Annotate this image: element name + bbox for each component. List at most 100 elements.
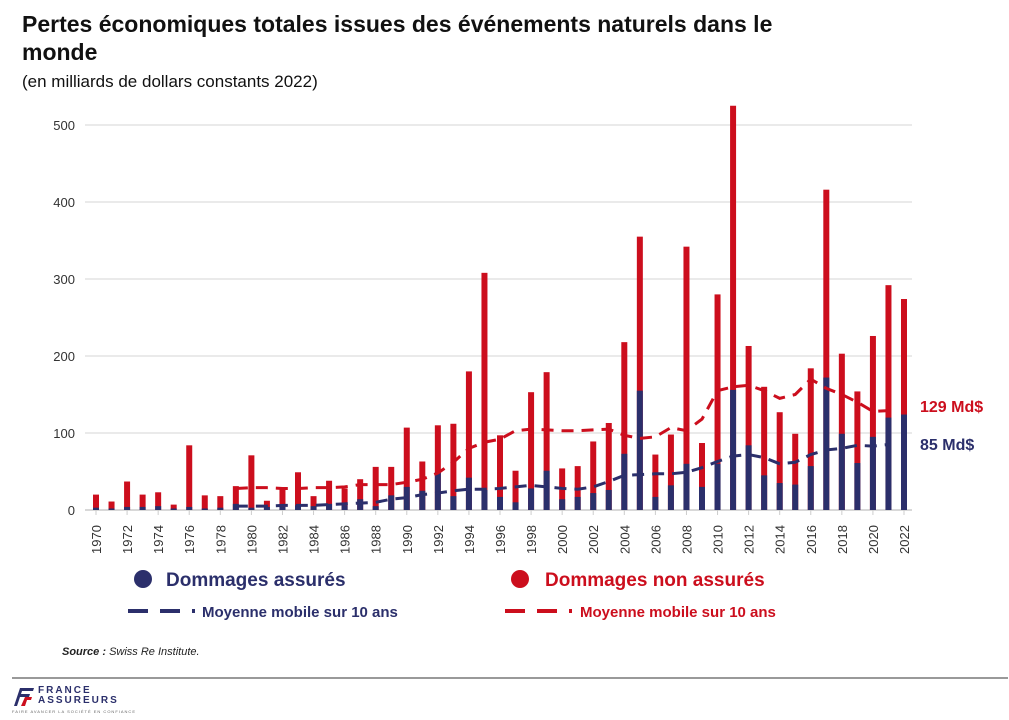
- bar-insured: [93, 507, 99, 510]
- bar-insured: [574, 496, 581, 510]
- x-tick-label: 1990: [400, 525, 415, 554]
- bar-uninsured: [186, 445, 193, 510]
- bar-insured: [667, 485, 674, 510]
- bar-insured: [854, 463, 861, 510]
- bar-insured: [869, 436, 876, 510]
- bar-uninsured: [497, 435, 503, 510]
- x-tick-label: 1978: [213, 525, 228, 554]
- x-tick-label: 2006: [648, 525, 663, 554]
- bar-insured: [761, 475, 768, 510]
- x-tick-label: 1996: [493, 525, 508, 554]
- bar-insured: [699, 486, 705, 510]
- bar-uninsured: [279, 487, 286, 510]
- bar-uninsured: [901, 299, 907, 510]
- bar-insured: [450, 496, 457, 510]
- bar-uninsured: [465, 371, 472, 510]
- bar-uninsured: [652, 454, 659, 510]
- x-tick-label: 1998: [524, 525, 539, 554]
- bar-insured: [590, 493, 597, 510]
- bar-insured: [248, 507, 255, 510]
- y-tick-label: 200: [53, 349, 75, 364]
- y-tick-label: 100: [53, 426, 75, 441]
- bar-insured: [683, 463, 690, 510]
- bar-insured: [636, 390, 643, 510]
- bar-uninsured: [745, 345, 752, 510]
- bar-insured: [341, 505, 348, 510]
- bar-insured: [434, 472, 441, 510]
- bar-insured: [419, 490, 426, 510]
- bar-insured: [465, 477, 472, 510]
- bar-uninsured: [155, 492, 162, 510]
- bar-uninsured: [124, 481, 131, 510]
- logo-text: FRANCE ASSUREURS: [38, 685, 119, 706]
- legend-insured-dot: [134, 570, 152, 588]
- bar-insured: [124, 506, 131, 510]
- legend-uninsured-label: Dommages non assurés: [545, 570, 765, 591]
- bar-uninsured: [683, 246, 690, 510]
- bar-insured: [201, 508, 208, 510]
- x-tick-label: 1988: [369, 525, 384, 554]
- bar-insured: [279, 506, 286, 510]
- chart: 0 100 200 300 400 500 1970 1972 1974 1976 1978 1980…: [53, 105, 983, 621]
- x-tick-label: 1980: [244, 525, 259, 554]
- bar-uninsured: [341, 488, 348, 510]
- bar-insured: [885, 417, 892, 510]
- bar-uninsured: [885, 285, 892, 510]
- x-tick-label: 2012: [742, 525, 757, 554]
- bar-uninsured: [621, 342, 628, 510]
- bar-insured: [792, 484, 799, 510]
- bar-uninsured: [528, 392, 535, 510]
- france-assureurs-logo: FRANCE ASSUREURS FAIRE AVANCER LA SOCIÉTÉ…: [12, 685, 135, 716]
- source-note: Source : Swiss Re Institute.: [62, 646, 200, 658]
- bar-uninsured: [419, 461, 426, 510]
- bar-uninsured: [93, 494, 99, 510]
- bar-insured: [186, 506, 193, 510]
- x-tick-label: 1982: [275, 525, 290, 554]
- logo-tagline: FAIRE AVANCER LA SOCIÉTÉ EN CONFIANCE: [12, 709, 136, 714]
- bar-uninsured: [481, 272, 488, 510]
- bar-uninsured: [201, 495, 208, 510]
- x-tick-label: 1994: [462, 525, 477, 554]
- bar-insured: [652, 496, 659, 510]
- legend-uninsured-dot: [511, 570, 529, 588]
- end-label-insured: 85 Md$: [920, 437, 974, 454]
- moving-average-uninsured-line: [235, 377, 889, 490]
- bar-insured: [388, 495, 395, 510]
- bar-uninsured: [776, 412, 783, 510]
- bar-uninsured: [667, 434, 674, 510]
- moving-average-insured-line: [235, 443, 889, 508]
- bar-uninsured: [357, 479, 364, 510]
- y-tick-label: 500: [53, 118, 75, 133]
- bar-uninsured: [807, 368, 814, 510]
- bar-uninsured: [590, 441, 597, 510]
- bar-insured: [714, 463, 721, 510]
- x-tick-label: 2000: [555, 525, 570, 554]
- x-tick-label: 2018: [835, 525, 850, 554]
- bar-insured: [838, 433, 845, 510]
- x-tick-label: 2008: [679, 525, 694, 554]
- bar-insured: [217, 507, 224, 510]
- x-tick-label: 1970: [89, 525, 104, 554]
- source-text: Swiss Re Institute.: [109, 646, 200, 658]
- bar-uninsured: [543, 372, 550, 510]
- x-tick-label: 1972: [120, 525, 135, 554]
- bar-uninsured: [823, 189, 830, 510]
- bar-uninsured: [605, 422, 612, 510]
- divider: [12, 677, 1008, 679]
- bar-insured: [543, 470, 550, 510]
- y-tick-label: 0: [68, 503, 75, 518]
- bar-uninsured: [232, 486, 239, 510]
- bar-insured: [481, 489, 488, 510]
- chart-subtitle: (en milliards de dollars constants 2022): [22, 72, 318, 91]
- bar-insured: [139, 506, 146, 510]
- bar-insured: [372, 506, 379, 510]
- bar-insured: [621, 453, 628, 510]
- bar-insured: [326, 503, 333, 510]
- y-tick-label: 300: [53, 272, 75, 287]
- end-label-uninsured: 129 Md$: [920, 399, 983, 416]
- x-tick-label: 2014: [773, 525, 788, 554]
- x-tick-label: 2010: [711, 525, 726, 554]
- bar-uninsured: [512, 470, 519, 510]
- bar-uninsured: [372, 466, 379, 510]
- bar-insured: [497, 496, 503, 510]
